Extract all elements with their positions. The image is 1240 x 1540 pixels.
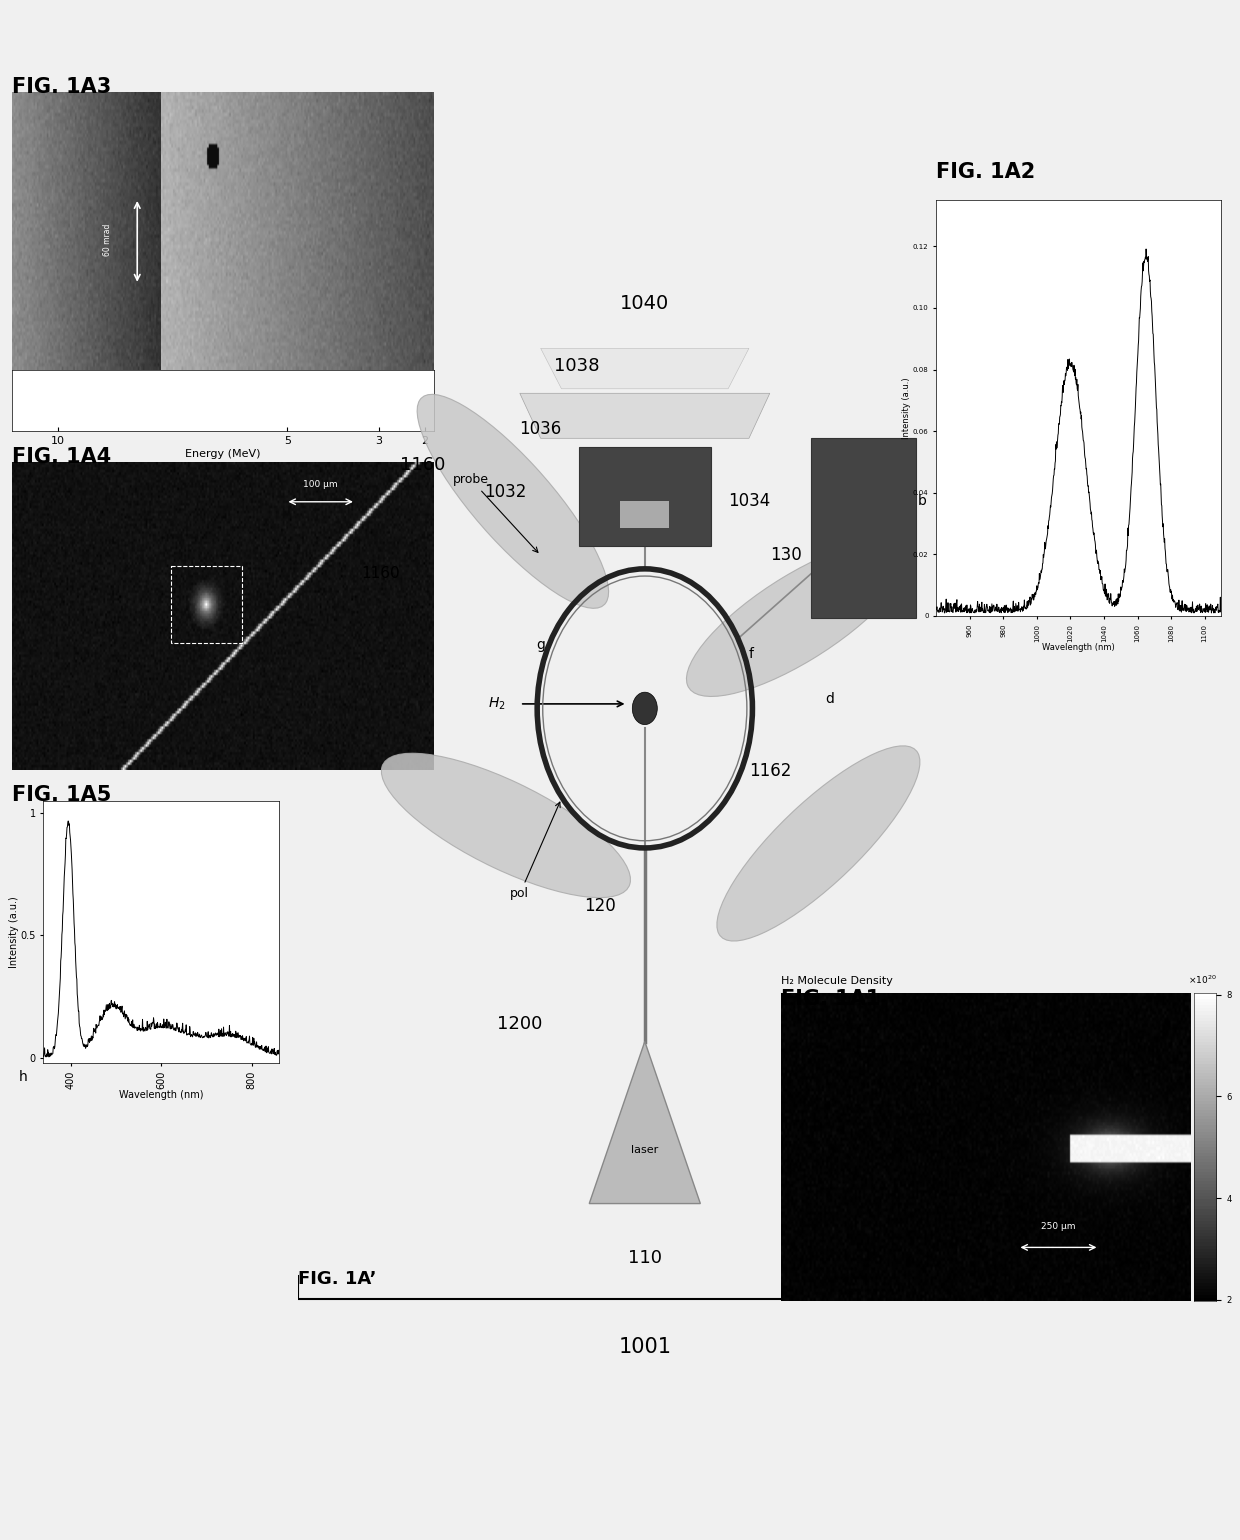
Text: laser: laser <box>631 1144 658 1155</box>
Text: h: h <box>19 1070 27 1084</box>
Text: 1038: 1038 <box>554 357 600 376</box>
Y-axis label: Intensity (a.u.): Intensity (a.u.) <box>903 377 911 439</box>
Text: 1036: 1036 <box>520 420 562 439</box>
X-axis label: Wavelength (nm): Wavelength (nm) <box>119 1090 203 1100</box>
Text: FIG. 1A3: FIG. 1A3 <box>12 77 112 97</box>
Text: H₂ Molecule Density: H₂ Molecule Density <box>781 976 893 986</box>
Text: FIG. 1A4: FIG. 1A4 <box>12 447 112 467</box>
Text: 1200: 1200 <box>497 1015 542 1032</box>
Text: probe: probe <box>453 473 538 553</box>
Text: 1160: 1160 <box>362 565 401 581</box>
Text: FIG. 1A1: FIG. 1A1 <box>781 989 880 1009</box>
Text: 1040: 1040 <box>620 294 670 313</box>
Circle shape <box>632 691 657 725</box>
Ellipse shape <box>382 753 630 898</box>
Text: 60 mrad: 60 mrad <box>103 223 113 256</box>
Text: 1160: 1160 <box>401 456 445 474</box>
Text: $\times10^{20}$: $\times10^{20}$ <box>1188 973 1216 986</box>
Text: pol: pol <box>511 802 560 901</box>
Text: 1032: 1032 <box>485 484 527 502</box>
Ellipse shape <box>417 394 609 608</box>
Bar <box>171 565 242 644</box>
X-axis label: Energy (MeV): Energy (MeV) <box>186 448 260 459</box>
Polygon shape <box>520 393 770 439</box>
Text: 1001: 1001 <box>619 1337 671 1357</box>
Bar <box>579 447 711 547</box>
Polygon shape <box>589 1041 701 1204</box>
Text: b: b <box>918 494 928 508</box>
Text: g: g <box>536 639 546 653</box>
Text: 100 μm: 100 μm <box>304 480 339 490</box>
Text: FIG. 1A’: FIG. 1A’ <box>298 1270 376 1289</box>
Text: 1162: 1162 <box>749 762 791 781</box>
Text: f: f <box>749 647 754 661</box>
Text: 130: 130 <box>770 547 801 564</box>
Bar <box>620 502 670 528</box>
Bar <box>811 439 915 619</box>
Text: d: d <box>826 693 835 707</box>
X-axis label: Wavelength (nm): Wavelength (nm) <box>1043 644 1115 651</box>
Polygon shape <box>541 348 749 388</box>
Y-axis label: Intensity (a.u.): Intensity (a.u.) <box>9 896 19 967</box>
Text: 110: 110 <box>627 1249 662 1266</box>
Text: 250 μm: 250 μm <box>1042 1221 1075 1230</box>
Text: 120: 120 <box>584 898 615 915</box>
Ellipse shape <box>687 541 909 696</box>
Text: $H_2$: $H_2$ <box>489 696 506 711</box>
Text: 1034: 1034 <box>728 493 770 510</box>
Text: FIG. 1A2: FIG. 1A2 <box>936 162 1035 182</box>
Text: FIG. 1A5: FIG. 1A5 <box>12 785 112 805</box>
Ellipse shape <box>717 745 920 941</box>
